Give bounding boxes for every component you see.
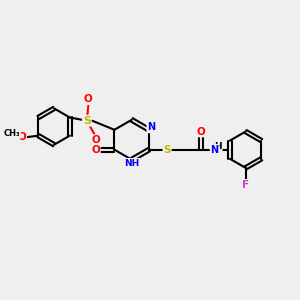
Text: O: O: [91, 145, 100, 155]
Text: N: N: [147, 122, 155, 132]
Text: NH: NH: [124, 159, 139, 168]
Text: CH₃: CH₃: [4, 129, 20, 138]
Text: H: H: [214, 142, 222, 151]
Text: S: S: [83, 116, 91, 126]
Text: N: N: [211, 145, 219, 155]
Text: S: S: [164, 145, 171, 155]
Text: O: O: [84, 94, 93, 104]
Text: O: O: [18, 132, 26, 142]
Text: O: O: [91, 135, 100, 145]
Text: F: F: [242, 180, 249, 190]
Text: O: O: [196, 127, 205, 136]
